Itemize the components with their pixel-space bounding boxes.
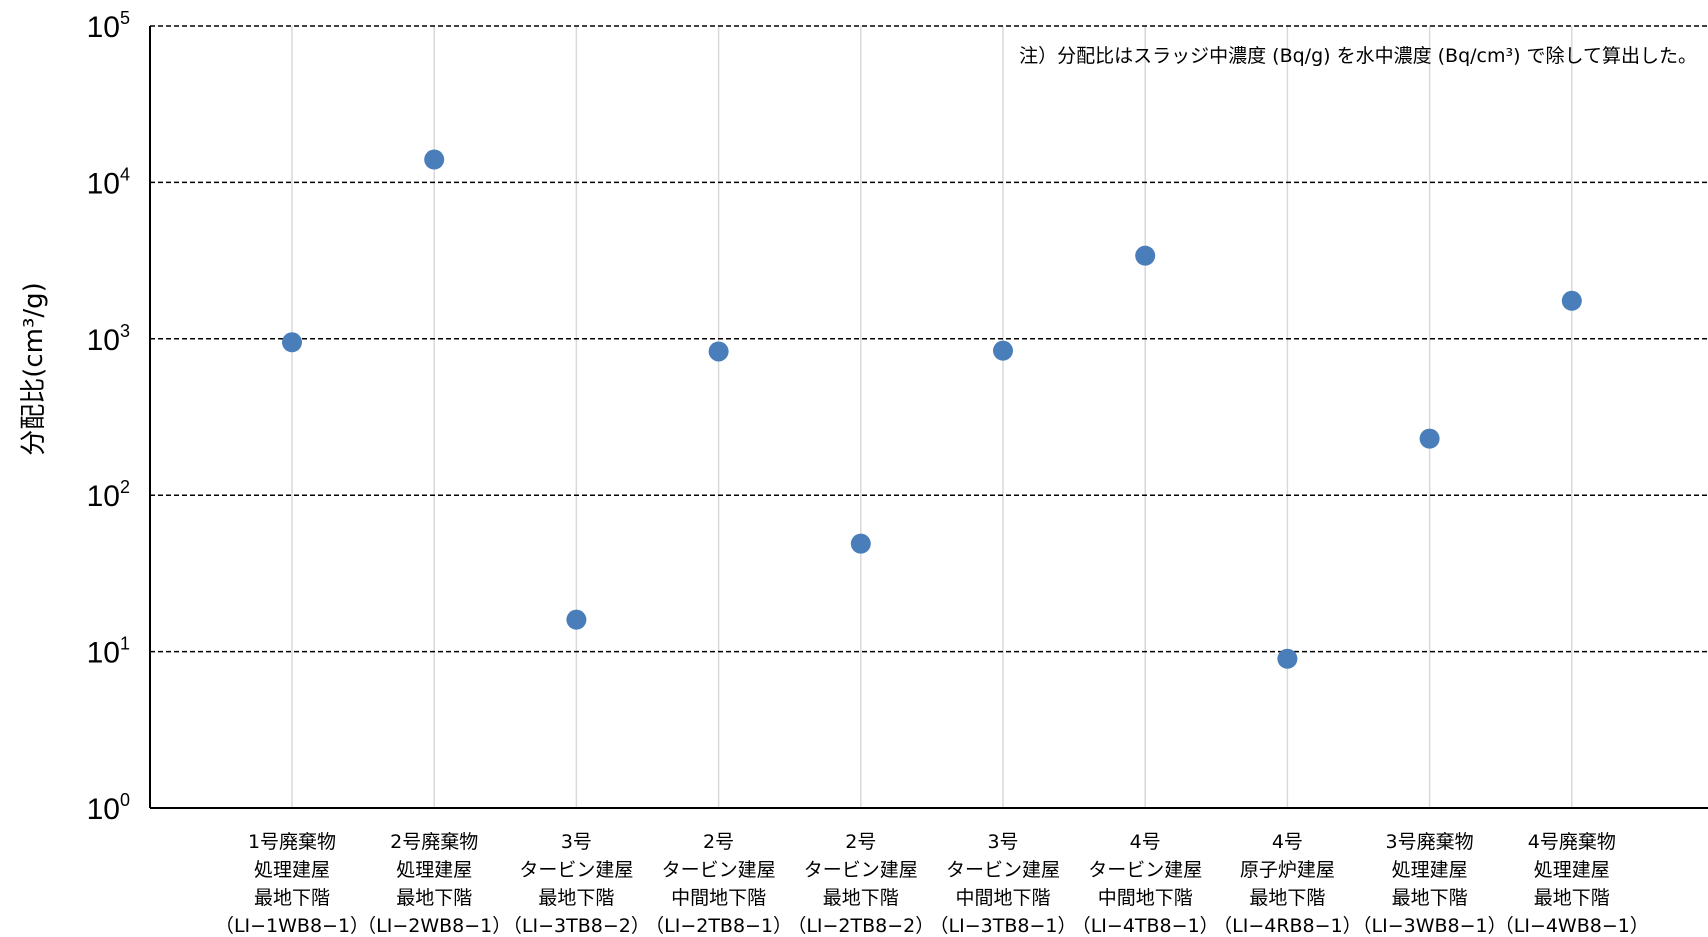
data-point xyxy=(1419,428,1440,449)
data-point xyxy=(282,332,302,353)
x-category-labels: 1号廃棄物処理建屋最地下階（LI−1WB8−1）2号廃棄物処理建屋最地下階（LI… xyxy=(215,831,1649,937)
chart-annotation: 注）分配比はスラッジ中濃度 (Bq/g) を水中濃度 (Bq/cm³) で除して… xyxy=(1019,45,1697,67)
y-tick-label: 105 xyxy=(87,8,130,44)
horizontal-gridlines xyxy=(150,25,1708,653)
x-category-label: 3号タービン建屋中間地下階（LI−3TB8−1） xyxy=(930,831,1077,937)
x-category-label: 4号廃棄物処理建屋最地下階（LI−4WB8−1） xyxy=(1495,831,1649,937)
data-point xyxy=(993,340,1013,361)
x-category-label: 3号廃棄物処理建屋最地下階（LI−3WB8−1） xyxy=(1353,831,1507,937)
y-tick-label: 103 xyxy=(87,321,130,357)
x-category-label: 4号タービン建屋中間地下階（LI−4TB8−1） xyxy=(1072,831,1219,937)
vertical-gridlines xyxy=(291,26,1573,808)
data-point xyxy=(708,341,729,362)
y-tick-label: 101 xyxy=(87,634,130,670)
x-category-label: 2号タービン建屋最地下階（LI−2TB8−2） xyxy=(787,831,934,937)
x-category-label: 2号廃棄物処理建屋最地下階（LI−2WB8−1） xyxy=(357,831,511,937)
axes xyxy=(149,26,1708,809)
data-point xyxy=(566,609,587,630)
data-point xyxy=(850,533,871,554)
data-points xyxy=(282,149,1582,669)
y-tick-labels: 100 101 102 103 104 105 xyxy=(87,8,130,826)
data-point xyxy=(1561,290,1582,311)
y-axis-label: 分配比(cm³/g) xyxy=(19,282,49,456)
x-category-label: 2号タービン建屋中間地下階（LI−2TB8−1） xyxy=(645,831,792,937)
data-point xyxy=(1277,648,1298,669)
y-tick-label: 100 xyxy=(87,790,130,826)
y-tick-label: 102 xyxy=(87,477,130,513)
data-point xyxy=(424,149,445,170)
data-point xyxy=(1135,245,1156,266)
x-category-label: 4号原子炉建屋最地下階（LI−4RB8−1） xyxy=(1213,831,1362,937)
x-category-label: 1号廃棄物処理建屋最地下階（LI−1WB8−1） xyxy=(215,831,369,937)
y-tick-label: 104 xyxy=(87,164,130,200)
x-category-label: 3号タービン建屋最地下階（LI−3TB8−2） xyxy=(503,831,650,937)
